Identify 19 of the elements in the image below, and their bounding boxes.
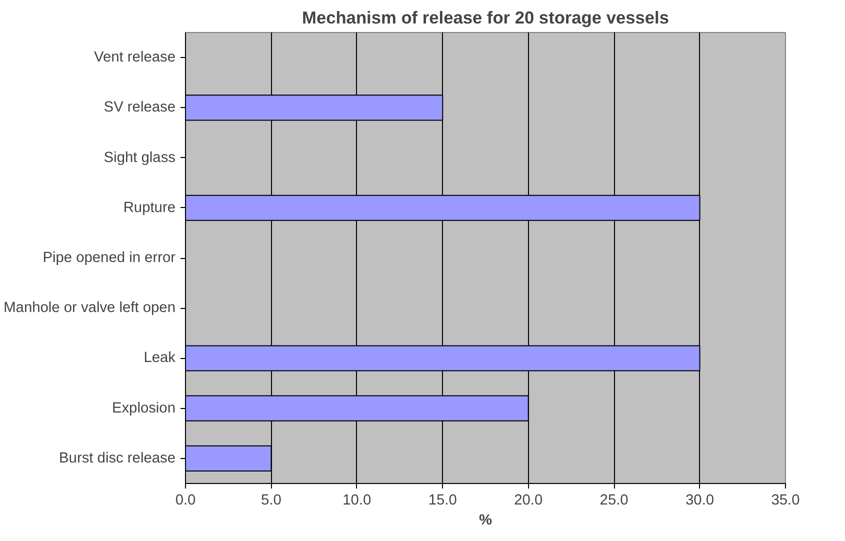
y-tick-label: Sight glass: [104, 150, 176, 166]
x-axis-title: %: [478, 512, 492, 528]
y-tick-label: Burst disc release: [59, 450, 176, 466]
x-tick-label: 20.0: [514, 492, 543, 508]
y-tick-label: Vent release: [94, 50, 176, 66]
x-tick-label: 0.0: [175, 492, 196, 508]
chart-title: Mechanism of release for 20 storage vessels: [302, 8, 669, 28]
y-tick-label: Leak: [144, 350, 176, 366]
x-tick-label: 15.0: [428, 492, 457, 508]
x-tick-label: 5.0: [261, 492, 282, 508]
y-tick-label: Explosion: [112, 400, 176, 416]
x-tick-label: 35.0: [771, 492, 800, 508]
y-tick-label: Manhole or valve left open: [4, 300, 176, 316]
x-tick-label: 30.0: [686, 492, 714, 508]
x-tick-label: 10.0: [342, 492, 372, 508]
y-tick-label: Rupture: [123, 200, 176, 216]
y-tick-label: SV release: [104, 100, 176, 116]
x-tick-label: 25.0: [600, 492, 628, 508]
y-tick-label: Pipe opened in error: [42, 250, 176, 266]
